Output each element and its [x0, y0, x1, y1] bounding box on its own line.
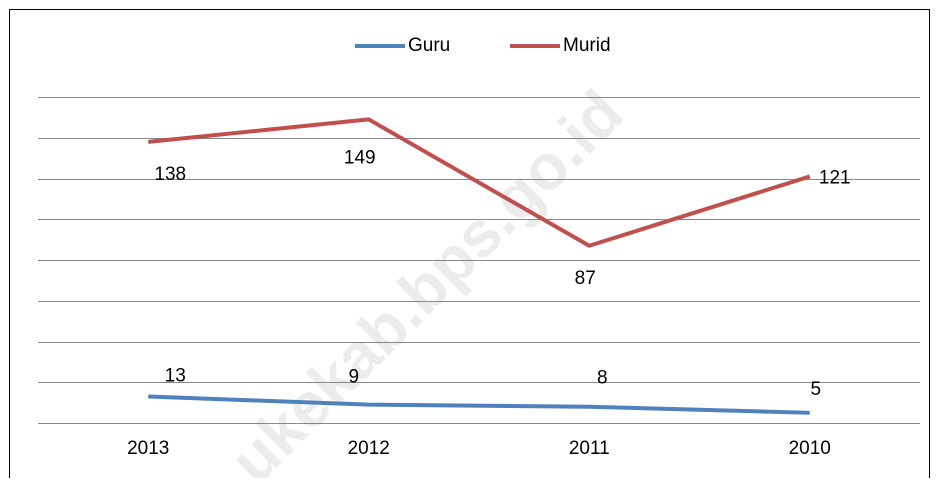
data-label: 138 [154, 164, 186, 185]
line-series [148, 394, 810, 415]
data-label: 87 [575, 268, 596, 289]
data-label: 13 [165, 366, 186, 387]
x-tick-label: 2011 [569, 438, 610, 459]
data-label: 5 [810, 379, 821, 400]
x-tick-label: 2012 [348, 438, 390, 459]
legend-label: Murid [563, 35, 611, 56]
data-label: 9 [348, 367, 359, 388]
x-tick-label: 2013 [127, 438, 169, 459]
line-series [148, 117, 811, 248]
x-tick-label: 2010 [789, 438, 831, 459]
data-label: 8 [597, 368, 608, 389]
data-label: 149 [344, 147, 376, 168]
legend-label: Guru [408, 35, 450, 56]
data-label: 121 [819, 167, 851, 188]
